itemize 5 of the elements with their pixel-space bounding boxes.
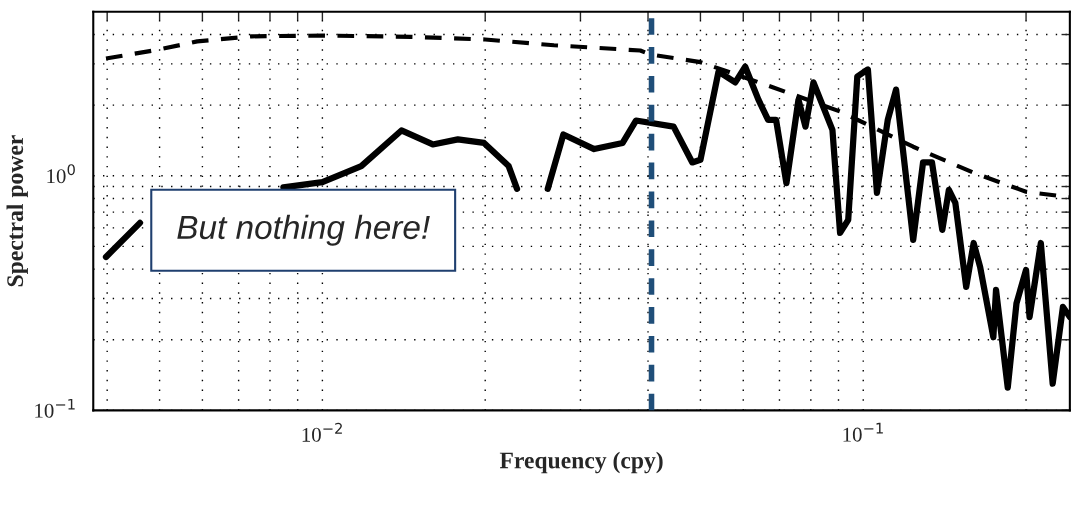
annotation: But nothing here! <box>177 214 430 246</box>
x-tick-label: 10$^{−2}$ <box>302 422 342 442</box>
y-axis-title: Spectral power <box>6 135 28 287</box>
y-tick-label: 10$^{0}$ <box>47 164 75 184</box>
x-axis-title: Frequency (cpy) <box>499 451 663 474</box>
